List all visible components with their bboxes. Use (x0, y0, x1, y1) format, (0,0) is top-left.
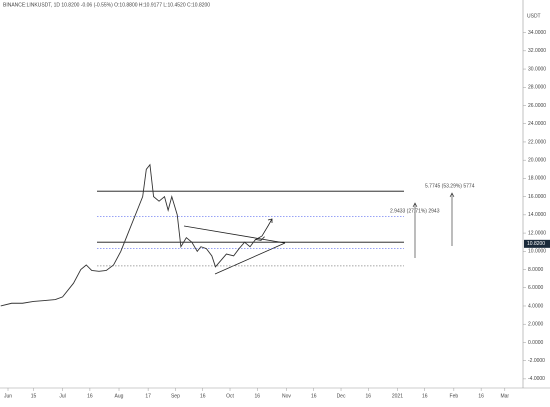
drawings (183, 192, 455, 275)
x-tick-label: Sep (171, 393, 180, 399)
y-tick-label: 28.0000 (528, 85, 546, 91)
x-tick-label: 16 (366, 393, 372, 399)
y-tick-label: 20.0000 (528, 158, 546, 164)
y-tick-label: 30.0000 (528, 66, 546, 72)
last-price-label: 10.8200 (527, 241, 545, 247)
x-tick-label: 16 (255, 393, 261, 399)
y-tick-label: 22.0000 (528, 139, 546, 145)
last-price-box (524, 239, 550, 248)
price-line (0, 163, 265, 307)
x-tick-label: Feb (450, 393, 459, 399)
y-tick-label: 32.0000 (528, 48, 546, 54)
x-tick-label: Jun (4, 393, 12, 399)
y-tick-label: -4.0000 (528, 376, 545, 382)
y-tick-label: 6.0000 (528, 285, 544, 291)
x-tick-label: 16 (478, 393, 484, 399)
x-tick-label: Oct (226, 393, 234, 399)
triangle-lower (214, 242, 286, 275)
measure-arrow-head (412, 202, 418, 208)
y-tick-label: 8.0000 (528, 267, 544, 273)
x-tick-label: Jul (59, 393, 65, 399)
x-tick-label: 17 (145, 393, 151, 399)
projection-arrow-head (267, 218, 273, 223)
annotation: 2.9433 (27.71%) 2943 (390, 208, 440, 214)
y-tick-label: 34.0000 (528, 30, 546, 36)
x-tick-label: 16 (311, 393, 317, 399)
y-tick-label: 10.0000 (528, 249, 546, 255)
y-tick-label: 24.0000 (528, 121, 546, 127)
x-tick-label: 16 (200, 393, 206, 399)
y-unit: USDT (527, 13, 541, 19)
y-tick-label: 26.0000 (528, 103, 546, 109)
x-tick-label: Nov (282, 393, 291, 399)
annotation: 5.7745 (53.29%) 5774 (425, 183, 475, 189)
x-tick-label: Dec (337, 393, 346, 399)
y-tick-label: 18.0000 (528, 176, 546, 182)
x-tick-label: Mar (500, 393, 509, 399)
y-tick-label: 0.0000 (528, 340, 544, 346)
y-tick-label: -2.0000 (528, 358, 545, 364)
x-tick-label: Aug (115, 393, 124, 399)
measure-arrow-head (449, 192, 455, 198)
x-tick-label: 16 (422, 393, 428, 399)
x-tick-label: 2021 (392, 393, 403, 399)
projection-arrow (254, 218, 273, 241)
x-tick-label: 16 (87, 393, 93, 399)
y-tick-label: 12.0000 (528, 230, 546, 236)
y-tick-label: 2.0000 (528, 322, 544, 328)
x-tick-label: 15 (31, 393, 37, 399)
triangle-upper (183, 225, 286, 244)
y-tick-label: 4.0000 (528, 303, 544, 309)
y-tick-label: 16.0000 (528, 194, 546, 200)
y-tick-label: 14.0000 (528, 212, 546, 218)
chart-header: BINANCE:LINKUSDT, 1D 10.8200 -0.06 (-0.5… (3, 2, 210, 8)
